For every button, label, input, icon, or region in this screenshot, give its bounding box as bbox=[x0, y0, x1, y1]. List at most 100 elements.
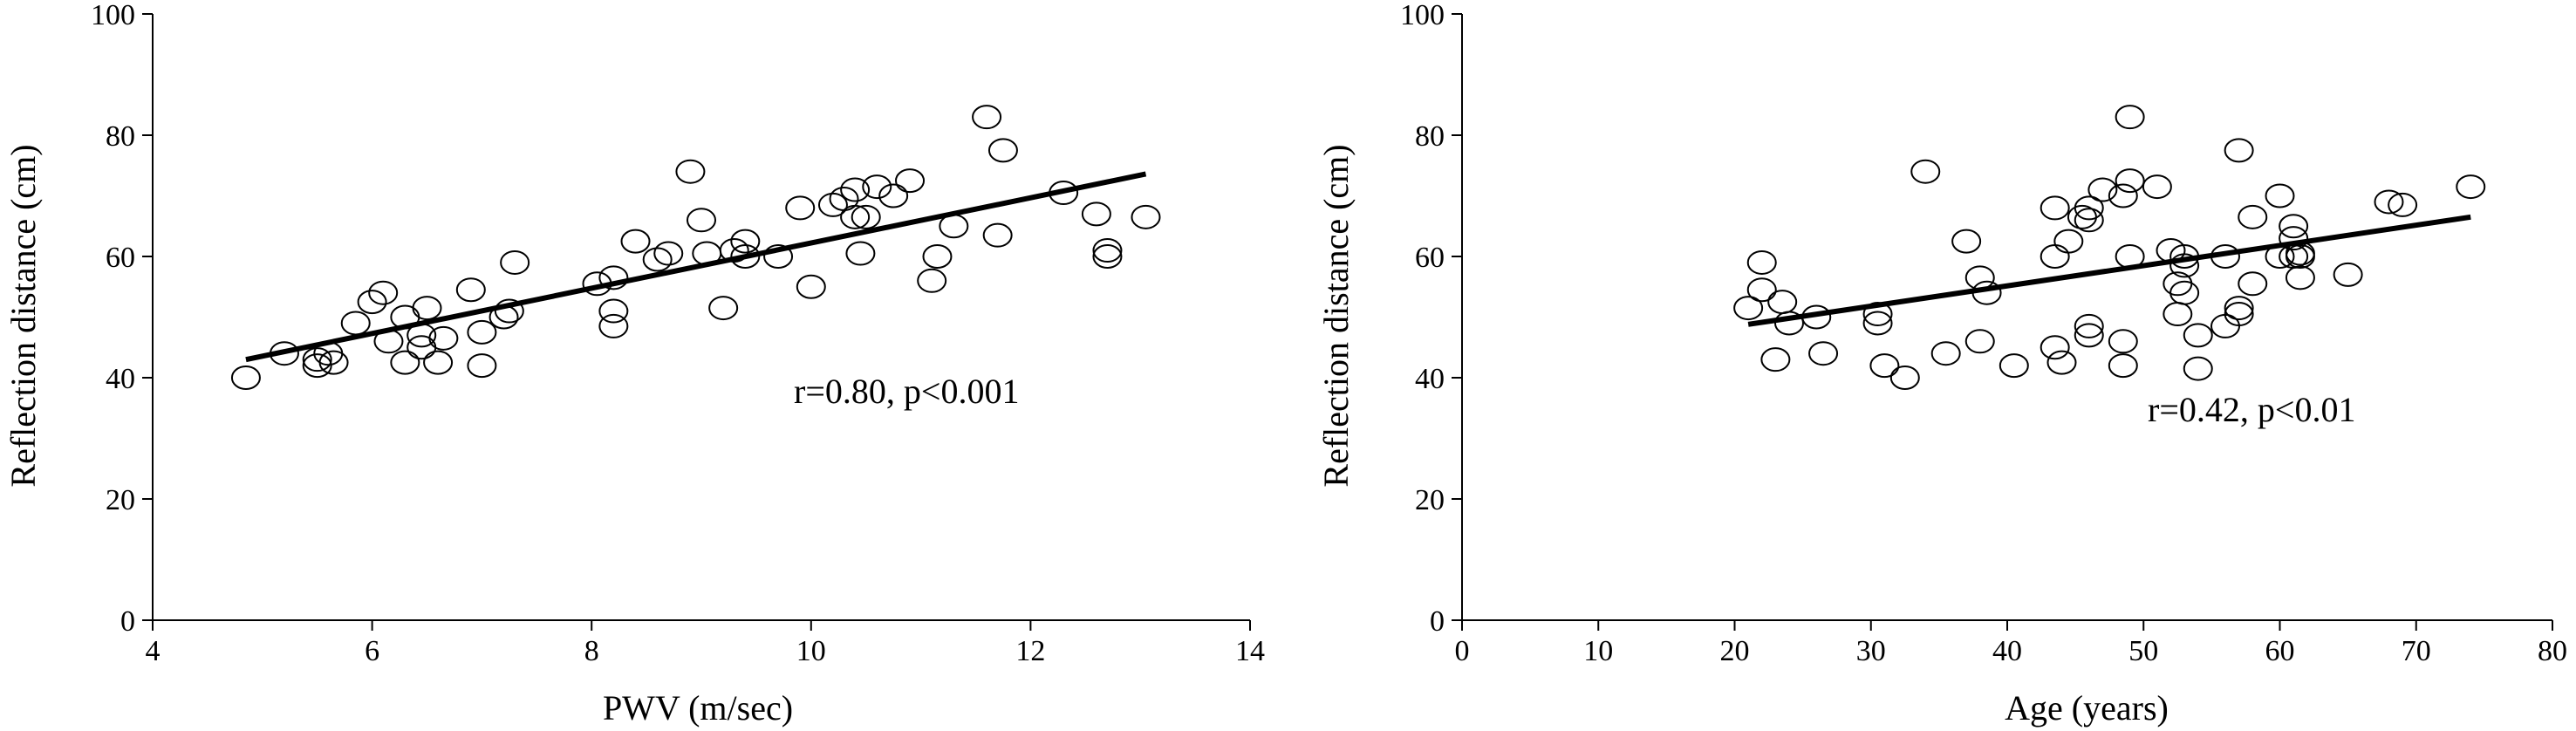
data-point bbox=[878, 183, 909, 208]
y-axis-title: Reflection distance (cm) bbox=[1316, 144, 1356, 487]
x-tick-label: 4 bbox=[146, 635, 161, 667]
data-point bbox=[1964, 329, 1995, 354]
regression-line bbox=[1747, 214, 2471, 327]
data-point bbox=[796, 274, 826, 299]
data-point bbox=[675, 159, 706, 184]
data-point bbox=[2224, 138, 2254, 163]
x-tick-label: 10 bbox=[1583, 635, 1613, 667]
data-point bbox=[2285, 244, 2315, 269]
x-tick-label: 30 bbox=[1856, 635, 1886, 667]
x-tick-label: 40 bbox=[1992, 635, 2022, 667]
data-point bbox=[2224, 302, 2254, 327]
data-point bbox=[1746, 277, 1777, 303]
data-point bbox=[455, 277, 486, 303]
y-tick-label: 80 bbox=[1415, 120, 1445, 153]
data-point bbox=[1733, 296, 1764, 321]
data-point bbox=[2238, 271, 2268, 297]
x-tick-label: 80 bbox=[2538, 635, 2567, 667]
data-point bbox=[2163, 302, 2193, 327]
data-point bbox=[2238, 204, 2268, 229]
annotation-text: r=0.42, p<0.01 bbox=[2148, 390, 2355, 429]
data-point bbox=[862, 174, 892, 200]
data-point bbox=[2074, 313, 2104, 338]
chart-panel-age: r=0.42, p<0.01 Age (years) Reflection di… bbox=[1316, 0, 2567, 728]
data-point bbox=[230, 366, 261, 390]
data-point bbox=[598, 313, 629, 338]
y-tick-label: 60 bbox=[1415, 242, 1445, 274]
data-point bbox=[423, 350, 454, 375]
data-point bbox=[2108, 353, 2138, 379]
y-tick-label: 0 bbox=[1430, 605, 1445, 638]
data-point bbox=[2142, 174, 2172, 200]
data-point bbox=[687, 208, 716, 233]
data-point bbox=[763, 244, 794, 269]
data-point bbox=[467, 319, 497, 345]
data-point bbox=[2456, 174, 2486, 200]
data-point bbox=[620, 229, 651, 254]
x-tick-label: 12 bbox=[1015, 635, 1045, 667]
data-point bbox=[1131, 204, 1161, 229]
x-tick-label: 14 bbox=[1235, 635, 1265, 667]
data-point bbox=[2040, 244, 2070, 269]
data-point bbox=[2074, 195, 2104, 221]
data-point bbox=[917, 268, 947, 293]
y-tick-label: 80 bbox=[106, 120, 135, 153]
data-point bbox=[2074, 208, 2104, 233]
data-point bbox=[840, 204, 871, 229]
data-point bbox=[467, 353, 497, 379]
data-point bbox=[785, 195, 816, 221]
data-point bbox=[1092, 244, 1123, 269]
data-point bbox=[2115, 168, 2145, 194]
data-point bbox=[2265, 183, 2295, 208]
data-point bbox=[318, 350, 349, 375]
data-point bbox=[922, 244, 953, 269]
data-point bbox=[1081, 202, 1111, 227]
data-point bbox=[2040, 335, 2070, 360]
y-tick-label: 100 bbox=[91, 0, 135, 31]
data-point bbox=[2374, 189, 2404, 215]
data-point bbox=[2279, 226, 2309, 251]
data-point bbox=[390, 350, 420, 375]
y-tick-label: 20 bbox=[106, 484, 135, 516]
data-point bbox=[851, 204, 881, 229]
data-point bbox=[1930, 341, 1961, 366]
data-point bbox=[302, 353, 332, 379]
data-point bbox=[730, 229, 761, 254]
y-tick-label: 60 bbox=[106, 242, 135, 274]
data-point bbox=[2183, 356, 2213, 381]
chart-panel-pwv: r=0.80, p<0.001 PWV (m/sec) Reflection d… bbox=[3, 0, 1265, 728]
annotation-text: r=0.80, p<0.001 bbox=[794, 372, 1019, 411]
data-point bbox=[1869, 353, 1900, 379]
data-point bbox=[642, 247, 673, 272]
data-point bbox=[2046, 350, 2077, 375]
data-point bbox=[2279, 214, 2309, 239]
data-point bbox=[598, 298, 629, 324]
data-point bbox=[428, 325, 459, 351]
data-point bbox=[817, 192, 848, 217]
data-point bbox=[2040, 195, 2070, 221]
y-tick-label: 100 bbox=[1400, 0, 1445, 31]
data-point bbox=[598, 265, 629, 290]
data-point bbox=[2183, 323, 2213, 348]
data-point bbox=[302, 347, 332, 372]
data-point bbox=[500, 249, 530, 275]
data-point bbox=[2333, 262, 2363, 287]
data-point bbox=[1910, 159, 1941, 184]
regression-line bbox=[245, 171, 1147, 363]
data-point bbox=[730, 244, 761, 269]
data-point bbox=[895, 168, 926, 194]
data-point bbox=[1774, 311, 1804, 336]
data-point bbox=[1808, 341, 1839, 366]
data-point bbox=[1889, 366, 1920, 390]
x-tick-label: 20 bbox=[1720, 635, 1750, 667]
data-point bbox=[412, 296, 442, 321]
data-point bbox=[357, 290, 387, 315]
data-point bbox=[2169, 280, 2200, 305]
data-point bbox=[2087, 177, 2118, 202]
x-tick-label: 0 bbox=[1455, 635, 1470, 667]
data-point bbox=[972, 105, 1002, 130]
data-point bbox=[653, 241, 684, 266]
data-point bbox=[2108, 329, 2138, 354]
data-point bbox=[987, 138, 1018, 163]
